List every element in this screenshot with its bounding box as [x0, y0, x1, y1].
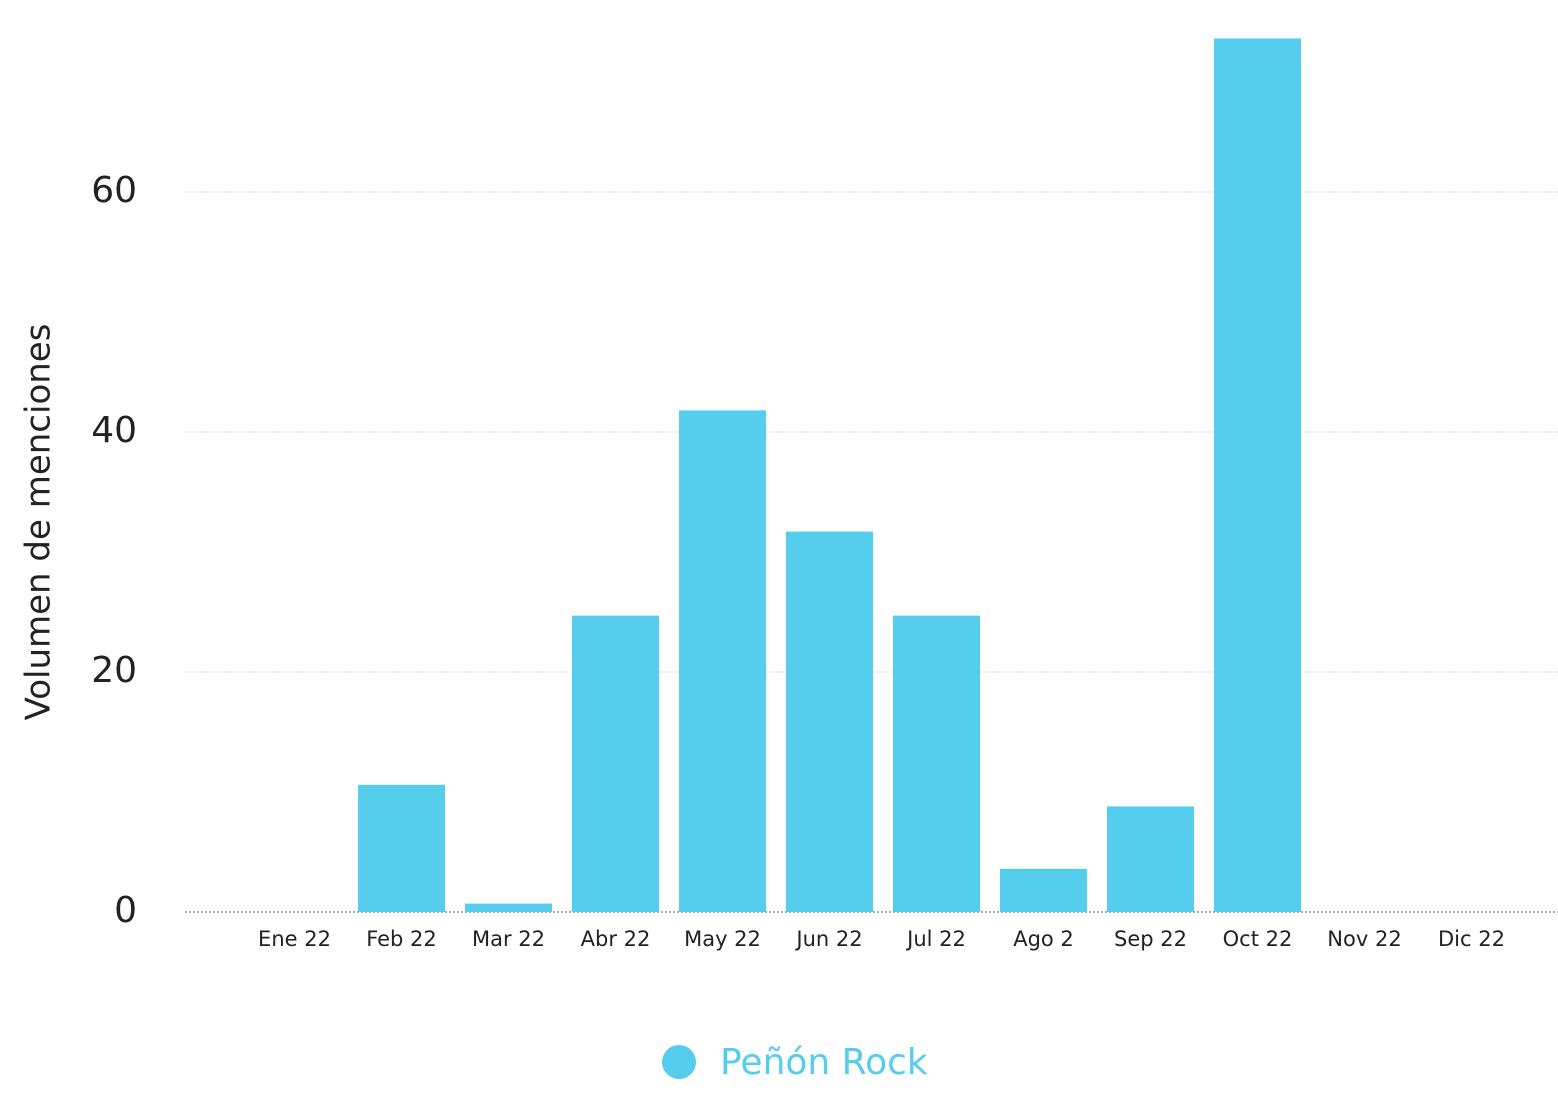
x-tick-label: Jul 22	[905, 927, 966, 951]
x-tick-label: Abr 22	[581, 927, 651, 951]
bar	[1000, 868, 1087, 912]
bar	[679, 410, 766, 912]
x-tick-label: Nov 22	[1327, 927, 1401, 951]
x-tick-label: Mar 22	[472, 927, 545, 951]
x-tick-label: Ene 22	[258, 927, 331, 951]
x-tick-label: Ago 2	[1013, 927, 1074, 951]
legend-marker	[662, 1045, 696, 1079]
y-axis-label: Volumen de menciones	[19, 324, 59, 721]
bar	[786, 531, 873, 912]
x-tick-label: Feb 22	[366, 927, 437, 951]
y-tick-label: 60	[91, 170, 137, 211]
x-tick-label: Oct 22	[1223, 927, 1293, 951]
bar	[1107, 806, 1194, 912]
bar	[893, 615, 980, 912]
x-tick-label: Dic 22	[1438, 927, 1505, 951]
bar	[465, 903, 552, 912]
x-tick-label: May 22	[684, 927, 761, 951]
x-tick-label: Jun 22	[794, 927, 862, 951]
bar	[572, 615, 659, 912]
legend-label: Peñón Rock	[720, 1042, 928, 1083]
y-tick-label: 0	[114, 890, 137, 931]
bar	[358, 784, 445, 912]
x-tick-label: Sep 22	[1114, 927, 1187, 951]
y-tick-label: 20	[91, 650, 137, 691]
y-tick-label: 40	[91, 410, 137, 451]
bar	[1214, 38, 1301, 912]
